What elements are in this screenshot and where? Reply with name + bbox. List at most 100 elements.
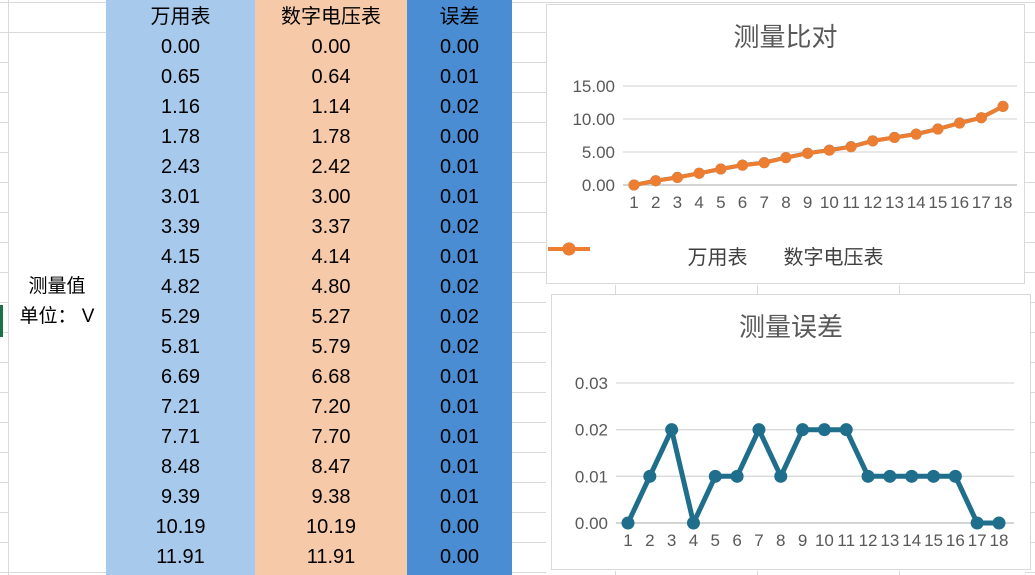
cell[interactable]: 0.01 (440, 456, 479, 478)
data-point-marker (693, 167, 705, 179)
cell[interactable]: 0.00 (440, 126, 479, 148)
cell[interactable]: 8.47 (311, 456, 351, 478)
cell[interactable]: 6.69 (161, 366, 200, 388)
cell[interactable]: 7.21 (161, 396, 200, 418)
cell[interactable]: 10.19 (305, 516, 357, 538)
cell[interactable]: 4.15 (161, 246, 200, 268)
cell[interactable]: 1.14 (311, 96, 351, 118)
column-digital-voltmeter[interactable]: 数字电压表 0.00 0.64 1.14 1.78 2.42 3.00 3.37 4.14 4.… (255, 0, 407, 575)
cell[interactable]: 0.01 (440, 66, 479, 88)
cell[interactable]: 3.00 (311, 186, 351, 208)
cell[interactable]: 11.91 (156, 546, 205, 568)
chart-legend: 万用表 数字电压表 (547, 241, 1024, 270)
data-point-marker (621, 516, 635, 530)
gridline (1025, 152, 1035, 153)
cell[interactable]: 0.01 (440, 486, 479, 508)
cell[interactable]: 5.27 (311, 306, 351, 328)
cell[interactable]: 0.01 (440, 156, 479, 178)
cell[interactable]: 0.00 (161, 36, 200, 58)
cell[interactable]: 7.71 (161, 426, 200, 448)
cell[interactable]: 8.48 (161, 456, 200, 478)
row-label[interactable]: 测量值 单位： V (8, 272, 106, 332)
gridline (8, 32, 106, 33)
cell[interactable]: 0.64 (311, 66, 351, 88)
cell[interactable]: 0.02 (440, 96, 479, 118)
gridline (0, 182, 8, 183)
cell[interactable]: 2.43 (161, 156, 200, 178)
data-point-marker (686, 516, 700, 530)
cell[interactable]: 10.19 (155, 516, 206, 538)
cell[interactable]: 0.02 (440, 306, 479, 328)
column-multimeter[interactable]: 万用表 0.00 0.65 1.16 1.78 2.43 3.01 3.39 4.15 4.82… (106, 0, 255, 575)
x-axis-tick-label: 8 (776, 531, 785, 550)
gridline (512, 572, 546, 573)
cell[interactable]: 0.00 (440, 546, 479, 568)
data-point-marker (780, 152, 792, 164)
gridline (512, 482, 546, 483)
x-axis-tick-label: 5 (716, 193, 725, 212)
data-point-marker (708, 469, 722, 483)
gridline (512, 392, 546, 393)
cell[interactable]: 5.81 (161, 336, 200, 358)
cell[interactable]: 0.00 (440, 36, 479, 58)
cell[interactable]: 1.78 (161, 126, 200, 148)
cell[interactable]: 3.37 (311, 216, 351, 238)
cell[interactable]: 0.02 (440, 336, 479, 358)
chart-measurement-comparison[interactable]: 测量比对 万用表 数字电压表 0.00 5.00 10.00 15.00 1 2 3 4 5 6 7 8… (546, 4, 1025, 284)
cell[interactable]: 3.01 (161, 186, 200, 208)
cell[interactable]: 7.70 (311, 426, 351, 448)
cell[interactable]: 1.16 (161, 96, 200, 118)
cell[interactable]: 0.65 (161, 66, 200, 88)
cell[interactable]: 0.01 (440, 426, 479, 448)
cell[interactable]: 3.39 (161, 216, 200, 238)
data-point-marker (817, 423, 831, 437)
cell[interactable]: 5.79 (311, 336, 351, 358)
gridline (0, 242, 8, 243)
cell[interactable]: 9.39 (161, 486, 200, 508)
gridline (512, 32, 546, 33)
legend-marker-icon (548, 242, 590, 256)
chart-measurement-error[interactable]: 测量误差 0.00 0.01 0.02 0.03 1 2 3 4 5 6 7 8 9 10 11 12 13 14… (551, 294, 1031, 570)
cell[interactable]: 0.02 (440, 216, 479, 238)
y-axis-tick-label: 0.03 (575, 374, 608, 393)
cell[interactable]: 4.82 (161, 276, 200, 298)
data-point-marker (665, 423, 679, 437)
cell[interactable]: 0.02 (440, 276, 479, 298)
gridline (1025, 92, 1035, 93)
cell[interactable]: 5.29 (161, 306, 200, 328)
cell[interactable]: 7.20 (311, 396, 351, 418)
cell[interactable]: 0.01 (440, 366, 479, 388)
cell[interactable]: 9.38 (311, 486, 351, 508)
cell[interactable]: 4.14 (311, 246, 351, 268)
cell[interactable]: 4.80 (311, 276, 351, 298)
cell[interactable]: 11.91 (306, 546, 356, 568)
cell[interactable]: 0.01 (440, 396, 479, 418)
cell[interactable]: 0.01 (440, 186, 479, 208)
gridline (0, 452, 8, 453)
column-header-digital-voltmeter[interactable]: 数字电压表 (281, 6, 381, 28)
column-header-error[interactable]: 误差 (439, 6, 480, 28)
x-axis-tick-label: 17 (968, 531, 987, 550)
cell[interactable]: 0.01 (440, 246, 479, 268)
cell[interactable]: 0.00 (440, 516, 479, 538)
cell[interactable]: 2.42 (311, 156, 351, 178)
x-axis-tick-label: 6 (732, 531, 741, 550)
cell[interactable]: 6.68 (311, 366, 351, 388)
gridline (0, 332, 8, 333)
data-point-marker (845, 141, 857, 153)
data-point-marker (752, 423, 766, 437)
y-axis-tick-label: 0.00 (575, 514, 608, 533)
data-point-marker (910, 128, 922, 140)
gridline (0, 62, 8, 63)
y-axis-tick-label: 15.00 (572, 77, 615, 96)
legend-item[interactable]: 数字电压表 (548, 241, 884, 270)
series-line (632, 104, 1005, 187)
cell[interactable]: 1.78 (311, 126, 351, 148)
x-axis-tick-label: 13 (880, 531, 899, 550)
cell[interactable]: 0.00 (311, 36, 351, 58)
gridline (512, 542, 546, 543)
gridline (1025, 32, 1035, 33)
data-point-marker (737, 159, 749, 171)
column-error[interactable]: 误差 0.00 0.01 0.02 0.00 0.01 0.01 0.02 0.01 0.02 0… (407, 0, 512, 575)
column-header-multimeter[interactable]: 万用表 (150, 6, 211, 28)
